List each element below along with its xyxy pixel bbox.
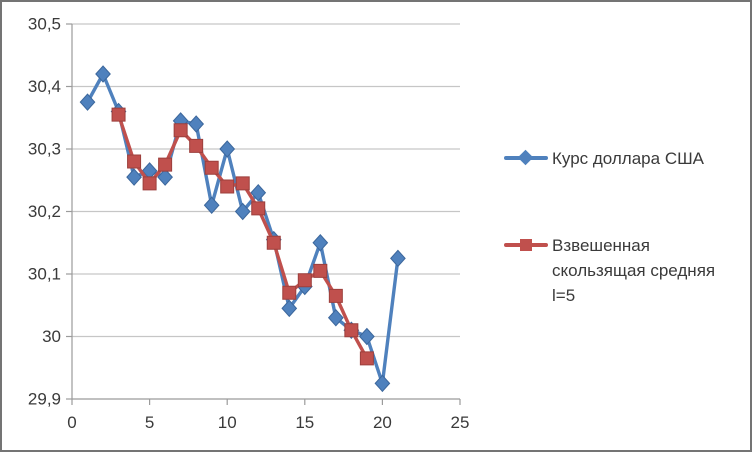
series-line-square — [116, 112, 369, 361]
y-axis-label: 30 — [42, 327, 61, 346]
data-point-diamond — [203, 196, 220, 214]
data-point-diamond — [281, 299, 298, 318]
legend-label-weighted-moving-average: Взвешенная скользящая средняя l=5 — [552, 233, 715, 308]
data-point-square — [111, 107, 126, 122]
x-axis-label: 20 — [373, 413, 392, 432]
x-axis-label: 5 — [145, 413, 154, 432]
data-point-diamond — [95, 65, 111, 83]
legend-label-line-3: l=5 — [552, 286, 576, 305]
data-point-diamond — [312, 234, 329, 252]
data-point-square — [251, 201, 266, 216]
data-point-square — [313, 263, 328, 278]
data-point-diamond — [157, 168, 173, 186]
data-point-square — [359, 351, 374, 366]
data-point-diamond — [250, 184, 267, 202]
data-point-diamond — [390, 249, 406, 268]
data-point-square — [235, 176, 250, 191]
legend-diamond-marker-icon — [504, 149, 548, 167]
data-point-square — [158, 157, 173, 172]
x-axis-label: 10 — [218, 413, 237, 432]
x-axis-label: 15 — [295, 413, 314, 432]
y-axis-label: 30,1 — [28, 265, 61, 284]
legend-label-line-2: скользящая средняя — [552, 261, 716, 280]
data-point-diamond — [219, 140, 236, 158]
y-axis-label: 30,2 — [28, 202, 61, 221]
x-axis-label: 25 — [451, 413, 470, 432]
data-point-square — [173, 123, 188, 138]
data-point-square — [328, 288, 343, 303]
data-point-diamond — [188, 115, 205, 133]
data-point-diamond — [234, 202, 251, 221]
data-point-diamond — [359, 327, 375, 346]
data-point-diamond — [126, 168, 142, 186]
data-point-diamond — [141, 162, 158, 180]
data-point-square — [220, 179, 235, 194]
data-point-square — [127, 154, 142, 169]
data-point-square — [266, 235, 281, 250]
x-axis-label: 0 — [67, 413, 76, 432]
y-axis-label: 30,5 — [28, 15, 61, 34]
legend-square-marker-icon — [504, 236, 548, 254]
y-axis-label: 29,9 — [28, 390, 61, 409]
data-point-square — [344, 323, 359, 338]
data-point-diamond — [327, 309, 344, 327]
legend-label-line-1: Взвешенная — [552, 236, 650, 255]
data-point-square — [282, 285, 297, 300]
legend-entry-weighted-moving-average: Взвешенная скользящая средняя l=5 — [504, 233, 715, 308]
y-axis-label: 30,4 — [28, 77, 61, 96]
data-point-square — [204, 160, 219, 175]
y-axis-label: 30,3 — [28, 140, 61, 159]
legend-label-dollar-rate: Курс доллара США — [552, 149, 705, 168]
legend-entry-dollar-rate: Курс доллара США — [504, 146, 704, 171]
data-point-square — [142, 176, 157, 191]
data-point-diamond — [79, 93, 96, 111]
data-point-diamond — [374, 374, 391, 393]
data-point-square — [189, 138, 204, 153]
data-point-square — [297, 273, 312, 288]
